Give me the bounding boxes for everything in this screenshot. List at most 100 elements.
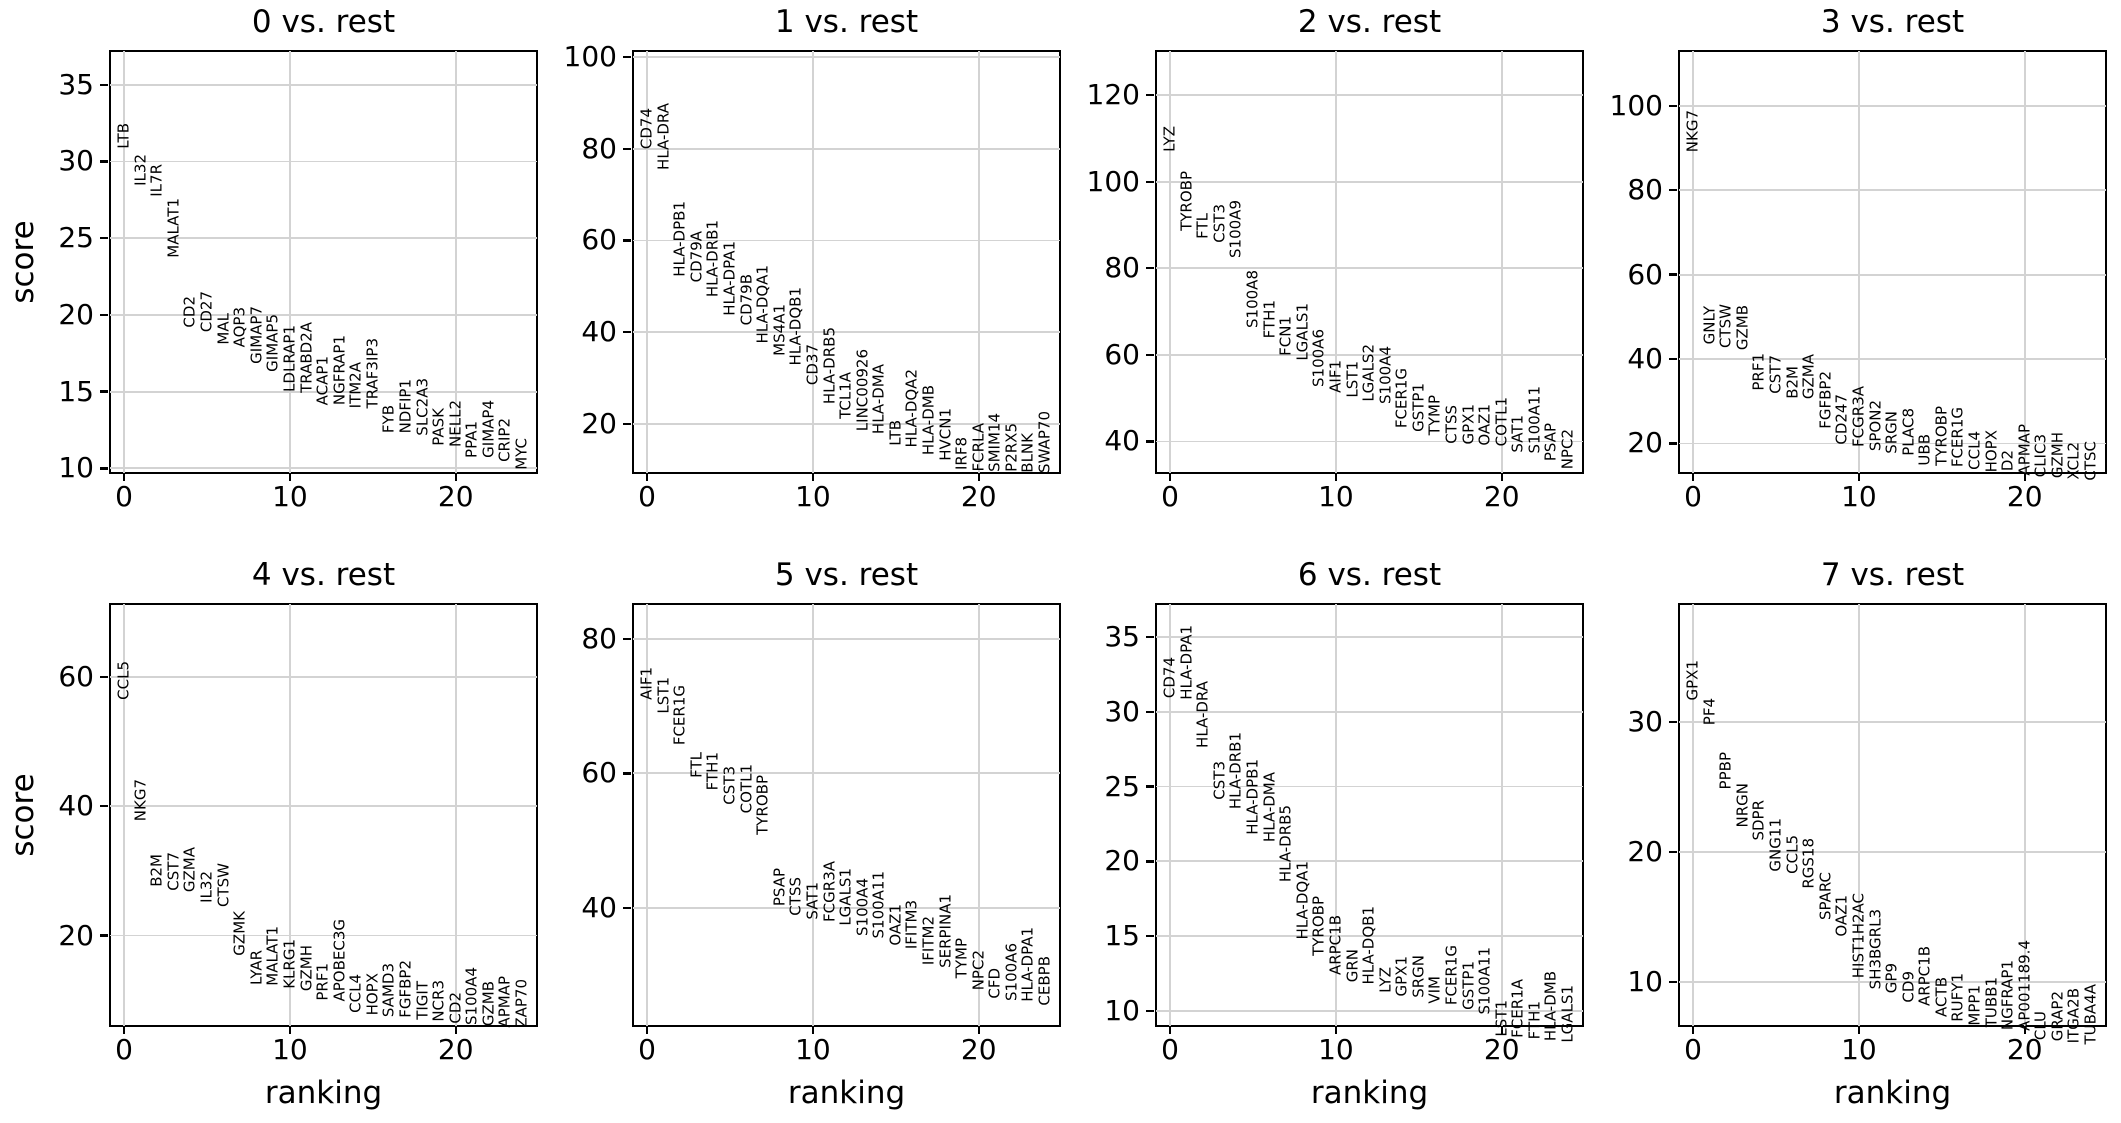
gridline-v xyxy=(2023,604,2026,1026)
gridline-h xyxy=(1156,440,1583,443)
gridline-v xyxy=(454,604,457,1026)
x-tick-mark xyxy=(1691,473,1695,481)
gene-label: LGALS1 xyxy=(836,867,855,926)
x-tick-mark xyxy=(288,473,292,481)
gene-label: LGALS2 xyxy=(1359,343,1378,402)
gene-label: SDPR xyxy=(1749,799,1768,841)
gridline-h xyxy=(1156,785,1583,788)
gridline-v xyxy=(123,604,125,1026)
y-tick-mark xyxy=(623,239,631,242)
gene-label: GPX1 xyxy=(1458,404,1477,445)
gene-label: UBB xyxy=(1915,433,1934,466)
gene-label: ITGA2B xyxy=(2064,987,2083,1043)
y-tick-mark xyxy=(623,906,631,909)
gene-label: SAMD3 xyxy=(379,962,398,1017)
gene-label: FCER1G xyxy=(1442,944,1461,1006)
gene-label: PPA1 xyxy=(462,420,481,458)
gene-label: NKG7 xyxy=(131,778,150,822)
gene-label: CTSS xyxy=(1442,404,1461,444)
y-tick-mark xyxy=(100,467,108,470)
gene-label: OAZ1 xyxy=(1832,894,1851,937)
y-tick-mark xyxy=(1669,357,1677,361)
gene-label: S100A11 xyxy=(1475,946,1494,1015)
gene-label: S100A11 xyxy=(869,871,888,939)
gene-label: PF4 xyxy=(1700,697,1719,725)
gene-label: TYROBP xyxy=(1309,895,1328,956)
y-tick-label: 100 xyxy=(1609,88,1663,122)
gene-label: TUBB1 xyxy=(1981,977,2000,1028)
gene-label: GNG11 xyxy=(1766,817,1785,872)
y-tick-mark xyxy=(100,160,108,163)
gene-label: GZMB xyxy=(1733,304,1752,350)
gridline-h xyxy=(110,676,537,678)
gridline-h xyxy=(110,934,537,937)
gene-label: CD2 xyxy=(180,295,199,328)
gridline-v xyxy=(1500,51,1503,473)
gene-label: LYZ xyxy=(1160,126,1179,152)
y-tick-mark xyxy=(1146,860,1154,863)
x-tick-label: 20 xyxy=(960,1033,997,1066)
y-tick-label: 15 xyxy=(58,374,94,408)
gene-label: FTL xyxy=(1193,213,1212,240)
subplot-title: 0 vs. rest xyxy=(251,4,396,40)
x-tick-label: 10 xyxy=(272,480,308,513)
y-tick-label: 10 xyxy=(1627,964,1663,998)
gene-label: CD27 xyxy=(197,290,216,332)
gene-label: VIM xyxy=(1425,975,1444,1004)
y-tick-label: 100 xyxy=(563,39,617,73)
x-tick-mark xyxy=(122,473,126,481)
gene-label: LST1 xyxy=(1342,360,1361,398)
gridline-v xyxy=(123,51,125,473)
gene-label: TYROBP xyxy=(753,774,772,835)
subplot-3: 20 40 60 80 100 0 10 20 NKG7 GNLY CTSW GZMB PRF1 CST7… xyxy=(1610,4,2107,513)
gene-label: XCL2 xyxy=(2064,441,2083,480)
subplot-1: 20 40 60 80 100 0 10 20 CD74 HLA-DRA HLA-DPB1 CD79A… xyxy=(564,4,1061,513)
y-tick-mark xyxy=(100,390,108,393)
gridline-v xyxy=(1335,604,1337,1026)
gridline-h xyxy=(1156,636,1583,638)
y-tick-mark xyxy=(100,237,108,240)
gridline-v xyxy=(812,604,814,1026)
y-tick-mark xyxy=(1146,180,1154,183)
gridline-h xyxy=(110,160,537,163)
gridline-h xyxy=(633,331,1060,334)
gene-label: GSTP1 xyxy=(1458,960,1477,1010)
gene-label: ACAP1 xyxy=(313,356,332,406)
gridline-v xyxy=(812,51,814,473)
subplot-title: 7 vs. rest xyxy=(1820,557,1965,593)
gene-label: CD74 xyxy=(637,107,656,149)
gene-label: FCN1 xyxy=(1276,315,1295,356)
x-tick-label: 20 xyxy=(437,1033,474,1066)
gene-label: NCR3 xyxy=(429,980,448,1023)
x-tick-mark xyxy=(1168,1026,1172,1034)
x-tick-label: 20 xyxy=(2006,1033,2043,1066)
gene-label: HOPX xyxy=(1981,430,2000,473)
subplot-title: 4 vs. rest xyxy=(251,557,396,593)
gene-label: TRAF3IP3 xyxy=(363,338,382,409)
gene-label: TIGIT xyxy=(412,980,431,1020)
gene-label: CTSS xyxy=(786,877,805,916)
gene-label: GZMK xyxy=(230,910,249,956)
gene-label: CD74 xyxy=(1160,657,1179,699)
subplot-4: 20 40 60 0 10 20 CCL5 NKG7 B2M CST7 GZMA IL32 CTSW GZ… xyxy=(5,557,538,1110)
gene-label: IFITM2 xyxy=(919,915,938,965)
gene-label: RGS18 xyxy=(1799,837,1818,889)
y-axis-label: score xyxy=(5,220,41,304)
y-tick-label: 80 xyxy=(581,131,617,165)
gridline-v xyxy=(289,604,291,1026)
y-tick-mark xyxy=(1146,1009,1154,1013)
gene-label: FGFBP2 xyxy=(396,959,415,1018)
gridline-v xyxy=(646,51,648,473)
gene-label: GZMA xyxy=(180,847,199,893)
x-tick-mark xyxy=(977,1026,980,1034)
subplot-title: 2 vs. rest xyxy=(1297,4,1442,40)
x-tick-mark xyxy=(288,1026,292,1034)
x-tick-mark xyxy=(1334,473,1338,481)
gridline-h xyxy=(1679,189,2106,192)
gridline-h xyxy=(633,56,1060,58)
x-tick-mark xyxy=(454,473,457,481)
gene-label: APMAP xyxy=(495,975,514,1028)
gene-label: CD79B xyxy=(736,273,755,326)
x-tick-label: 10 xyxy=(1841,480,1877,513)
